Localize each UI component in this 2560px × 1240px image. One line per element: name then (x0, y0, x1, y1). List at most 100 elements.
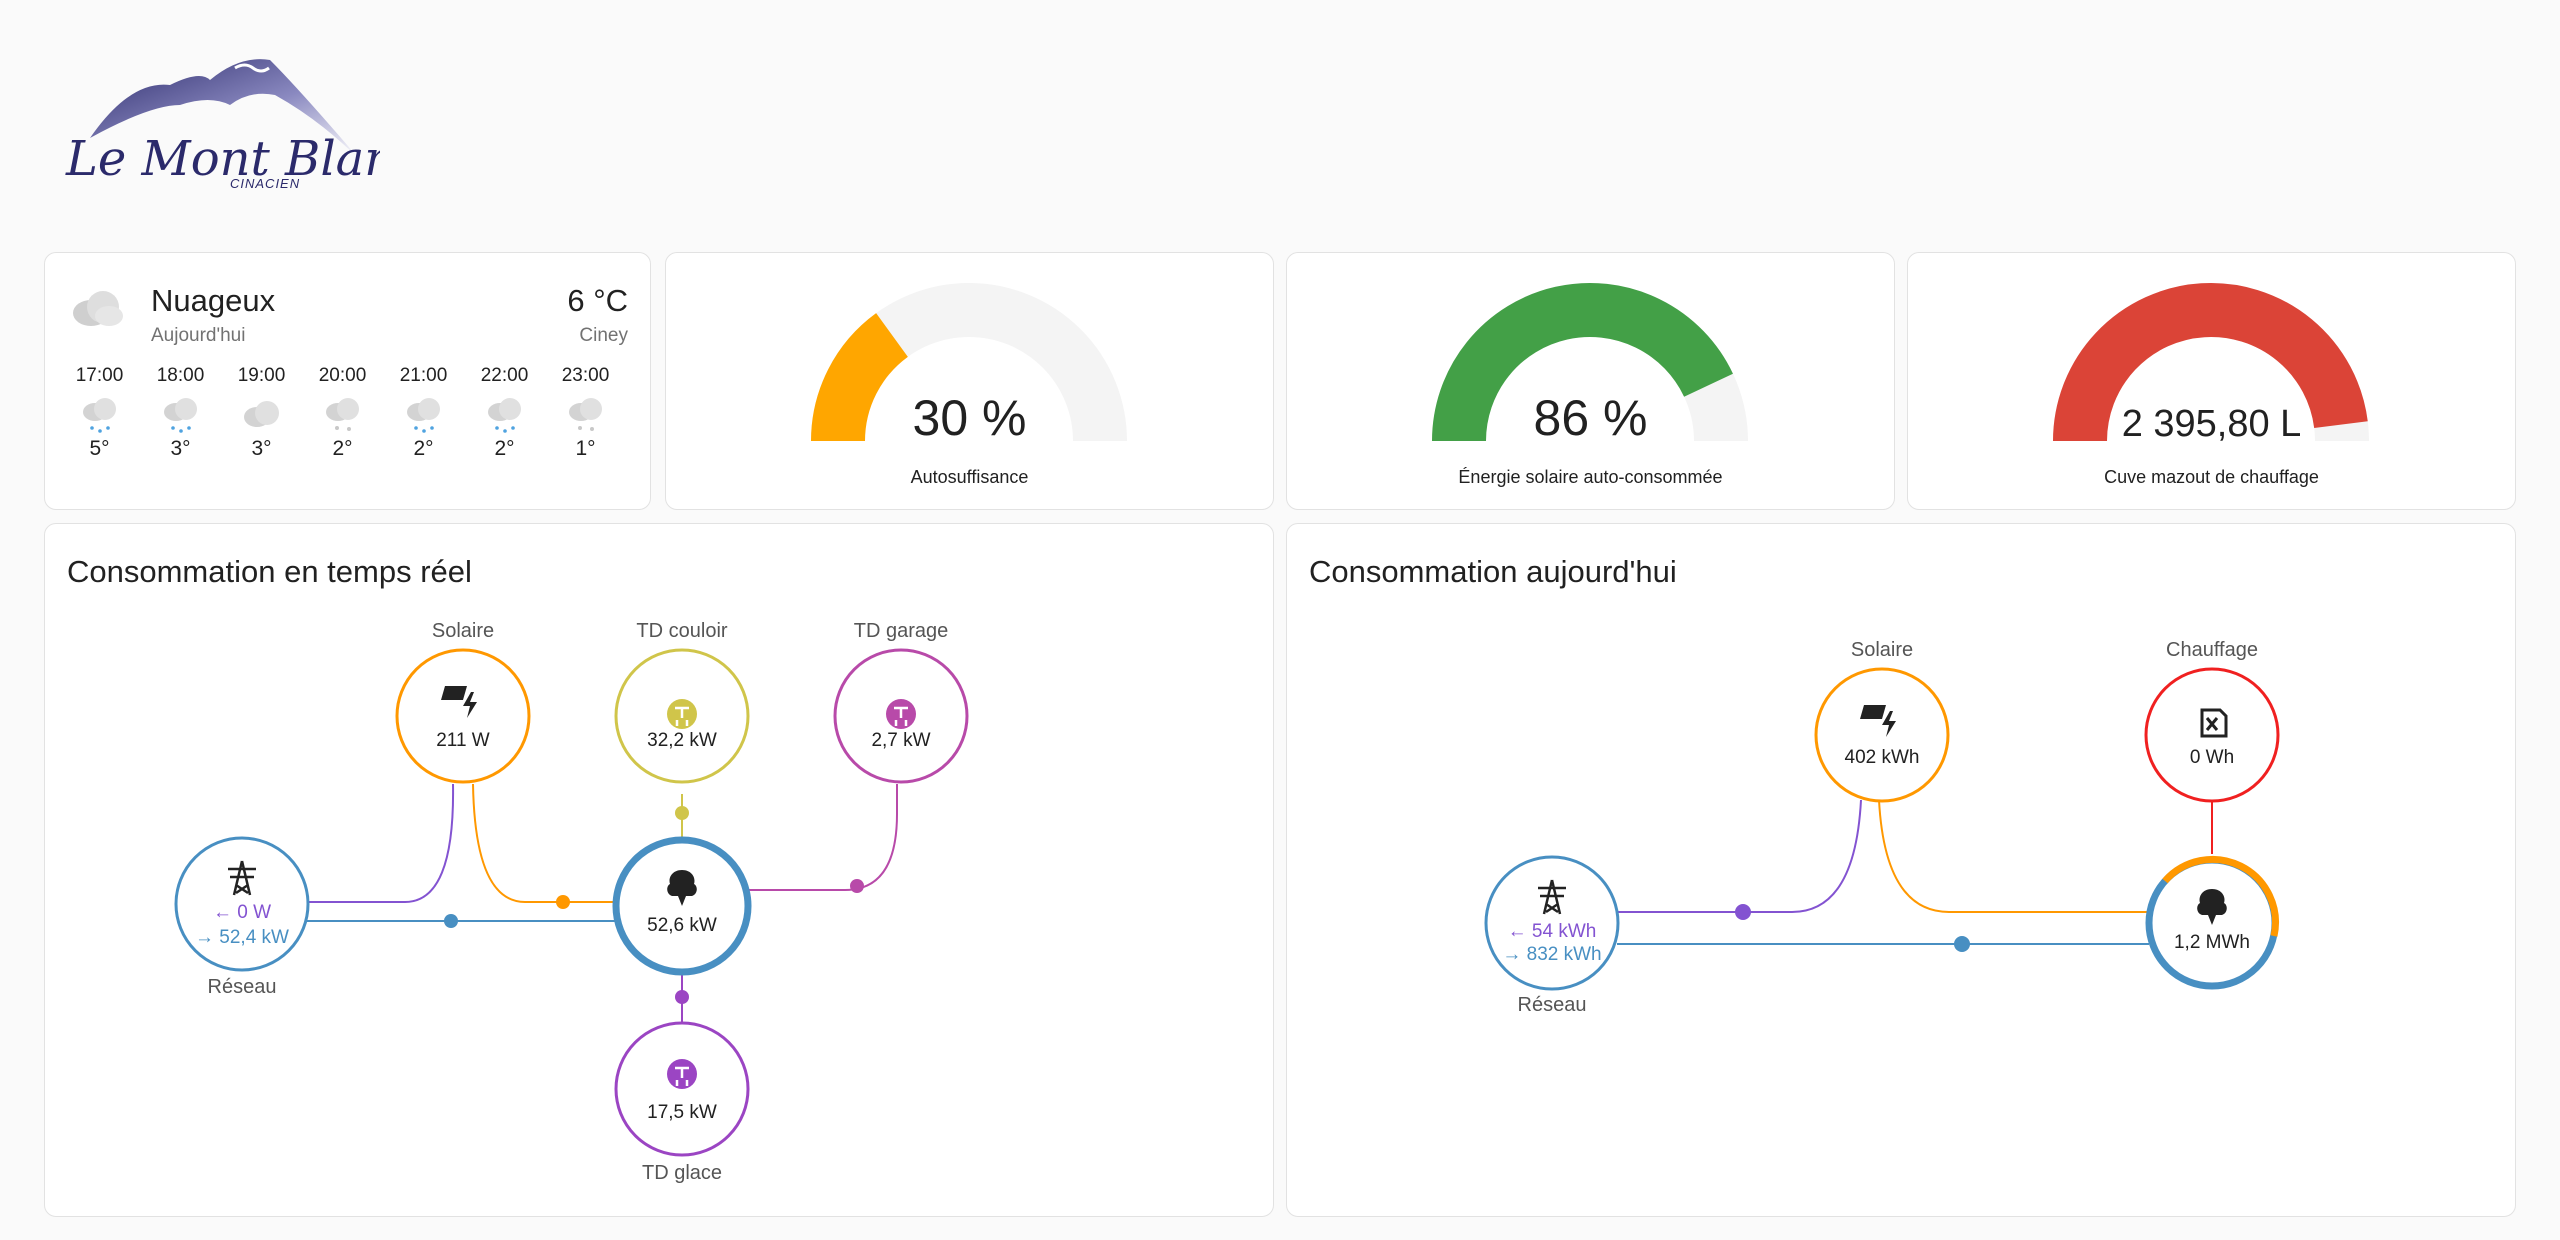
forecast-hour: 22:00 2° (464, 365, 545, 461)
snowy-icon (325, 398, 359, 431)
weather-card[interactable]: Nuageux Aujourd'hui 6 °C Ciney 17:00 5° … (44, 252, 651, 510)
electric-meter-icon (886, 699, 916, 729)
brand-logo-text: Le Mont Blanc (65, 131, 380, 187)
node-solar (1814, 667, 1950, 803)
node-td-glace-value: 17,5 kW (647, 1102, 717, 1123)
node-grid (174, 836, 310, 972)
forecast-temp: 2° (413, 437, 434, 460)
cloudy-icon (243, 401, 279, 427)
electric-meter-icon (667, 699, 697, 729)
forecast-time: 19:00 (237, 365, 286, 386)
transmission-tower-icon (1538, 879, 1566, 915)
forecast-time: 22:00 (480, 365, 529, 386)
forecast-temp: 3° (251, 437, 272, 460)
node-heating-value: 0 Wh (2189, 747, 2235, 768)
node-td-couloir-value: 32,2 kW (647, 730, 717, 751)
grid-export-value: ← 54 kWh (1507, 921, 1597, 942)
forecast-hour: 18:00 3° (140, 365, 221, 461)
gauge-fill (811, 313, 909, 442)
flow-dot (444, 914, 458, 928)
snowy-rainy-icon (487, 398, 521, 433)
flow-dot (556, 895, 570, 909)
forecast-time: 21:00 (399, 365, 448, 386)
realtime-consumption-card: Consommation en temps réel (44, 523, 1274, 1217)
forecast-time: 23:00 (561, 365, 610, 386)
brand-logo-subtext: CINACIEN (230, 176, 300, 191)
forecast-time: 18:00 (156, 365, 205, 386)
node-solar (395, 648, 531, 784)
gauge-label: Énergie solaire auto-consommée (1458, 467, 1723, 487)
brand-logo[interactable]: Le Mont Blanc CINACIEN (60, 50, 422, 200)
solar-power-icon (1860, 705, 1896, 737)
node-grid-label: Réseau (1517, 994, 1587, 1016)
node-solar-value: 211 W (436, 730, 490, 751)
snowy-rainy-icon (82, 398, 116, 433)
weather-location: Ciney (579, 325, 628, 346)
energy-flow-diagram (1484, 667, 2280, 991)
weather-day: Aujourd'hui (151, 325, 246, 346)
gauge-value: 86 % (1533, 390, 1648, 446)
forecast-hour: 23:00 1° (545, 365, 626, 461)
flow-dot (850, 879, 864, 893)
flow-dot (1735, 904, 1751, 920)
gauge-value: 30 % (912, 390, 1027, 446)
gauge-solar-self-consumption-card[interactable]: 86 % Énergie solaire auto-consommée (1286, 252, 1895, 510)
forecast-hour: 21:00 2° (383, 365, 464, 461)
weather-condition: Nuageux (151, 283, 276, 318)
section-title: Consommation aujourd'hui (1309, 554, 1677, 589)
fuel-can-icon (2200, 708, 2228, 738)
node-solar-label: Solaire (431, 620, 495, 642)
section-title: Consommation en temps réel (67, 554, 472, 589)
electric-meter-icon (667, 1059, 697, 1089)
forecast-hour: 20:00 2° (302, 365, 383, 461)
gauge-fill (2053, 283, 2368, 442)
node-home-value: 52,6 kW (647, 915, 717, 936)
flow-dot (675, 990, 689, 1004)
grid-import-value: → 832 kWh (1502, 944, 1602, 965)
flow-solar-to-home (1878, 799, 2149, 913)
forecast-temp: 2° (332, 437, 353, 460)
flow-solar-to-home (472, 783, 619, 903)
node-td-garage-label: TD garage (853, 620, 949, 642)
gauge-label: Autosuffisance (910, 467, 1029, 487)
transmission-tower-icon (228, 860, 256, 896)
gauge-autosuffisance-card[interactable]: 30 % Autosuffisance (665, 252, 1274, 510)
energy-flow-diagram (174, 648, 969, 1157)
node-solar-label: Solaire (1850, 639, 1914, 661)
node-grid-label: Réseau (207, 976, 277, 998)
node-td-glace-label: TD glace (641, 1162, 723, 1184)
flow-dot (675, 806, 689, 820)
flow-home-to-td-garage (747, 784, 898, 891)
node-home-value: 1,2 MWh (2173, 932, 2251, 953)
home-lightning-icon (667, 870, 697, 906)
forecast-hour: 17:00 5° (59, 365, 140, 461)
weather-temperature: 6 °C (567, 283, 628, 318)
forecast-hour: 19:00 3° (221, 365, 302, 461)
node-home-solar-segment (2162, 855, 2279, 937)
flow-solar-to-grid (307, 783, 455, 903)
gauge-value: 2 395,80 L (2121, 403, 2302, 445)
snowy-rainy-icon (163, 398, 197, 433)
node-solar-value: 402 kWh (1844, 747, 1920, 768)
hourly-forecast: 17:00 5° 18:00 3° 19:00 3° 20:00 2° 21:0… (59, 365, 636, 461)
gauge-label: Cuve mazout de chauffage (2104, 467, 2319, 487)
solar-power-icon (441, 686, 477, 718)
forecast-time: 17:00 (75, 365, 124, 386)
forecast-temp: 2° (494, 437, 515, 460)
flow-solar-to-grid (1617, 799, 1862, 913)
gauge-dial (2053, 283, 2369, 442)
home-lightning-icon (2197, 889, 2227, 925)
flow-dot (1954, 936, 1970, 952)
node-td-garage-value: 2,7 kW (871, 730, 931, 751)
gauge-fill (1432, 283, 1733, 442)
node-heating-label: Chauffage (2166, 639, 2258, 661)
gauge-dial (1432, 283, 1748, 442)
gauge-fuel-tank-card[interactable]: 2 395,80 L Cuve mazout de chauffage (1907, 252, 2516, 510)
node-td-couloir-label: TD couloir (636, 620, 728, 642)
forecast-time: 20:00 (318, 365, 367, 386)
forecast-temp: 3° (170, 437, 191, 460)
grid-import-value: → 52,4 kW (195, 927, 289, 948)
forecast-temp: 1° (575, 437, 596, 460)
grid-export-value: ← 0 W (212, 902, 272, 923)
node-grid (1484, 855, 1620, 991)
